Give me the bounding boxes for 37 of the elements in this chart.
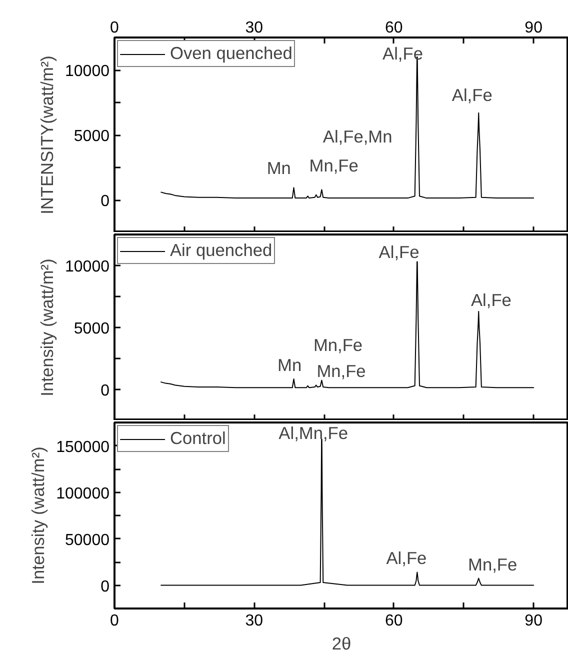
annotation: Al,Fe — [452, 85, 492, 106]
line-series — [160, 261, 534, 388]
x-tick-label: 60 — [384, 612, 403, 630]
annotation: Mn — [266, 158, 291, 178]
annotation: Al,Fe — [378, 242, 420, 262]
annotation: Mn — [278, 355, 302, 376]
x2-tick-label: 30 — [245, 20, 264, 36]
x-axis-title: 2θ — [332, 634, 352, 654]
annotation: Al,Fe — [386, 548, 427, 568]
legend-label: Control — [170, 428, 226, 449]
y-tick-label: 0 — [100, 382, 110, 400]
annotation: Al,Fe,Mn — [322, 126, 392, 147]
x-tick-label: 90 — [524, 612, 543, 630]
y-tick-label: 0 — [100, 193, 110, 210]
x2-tick-label: 60 — [384, 20, 403, 36]
y-axis-title: INTENSITY(watt/m²) — [37, 56, 58, 214]
y-tick-label: 50000 — [65, 532, 110, 549]
annotation: Mn,Fe — [316, 360, 366, 381]
annotation: Al,Fe — [382, 44, 423, 64]
x-tick-label: 30 — [245, 612, 264, 630]
annotation: Mn,Fe — [313, 334, 363, 355]
y-tick-label: 5000 — [74, 320, 110, 338]
y-tick-label: 100000 — [56, 485, 110, 502]
annotation: Al,Mn,Fe — [278, 423, 348, 444]
y-axis-title: Intensity (watt/m²) — [28, 446, 48, 584]
y-tick-label: 10000 — [65, 63, 110, 80]
annotation: Mn,Fe — [468, 554, 518, 574]
y-tick-label: 5000 — [74, 128, 110, 145]
legend-label: Air quenched — [170, 240, 272, 261]
annotation: Al,Fe — [470, 290, 512, 310]
y-axis-title: Intensity (watt/m²) — [37, 258, 58, 396]
y-tick-label: 10000 — [65, 258, 110, 276]
annotation: Mn,Fe — [309, 155, 358, 176]
x2-tick-label: 90 — [524, 20, 543, 36]
y-tick-label: 150000 — [56, 438, 110, 456]
legend-label: Oven quenched — [170, 43, 292, 64]
y-tick-label: 0 — [100, 578, 110, 596]
